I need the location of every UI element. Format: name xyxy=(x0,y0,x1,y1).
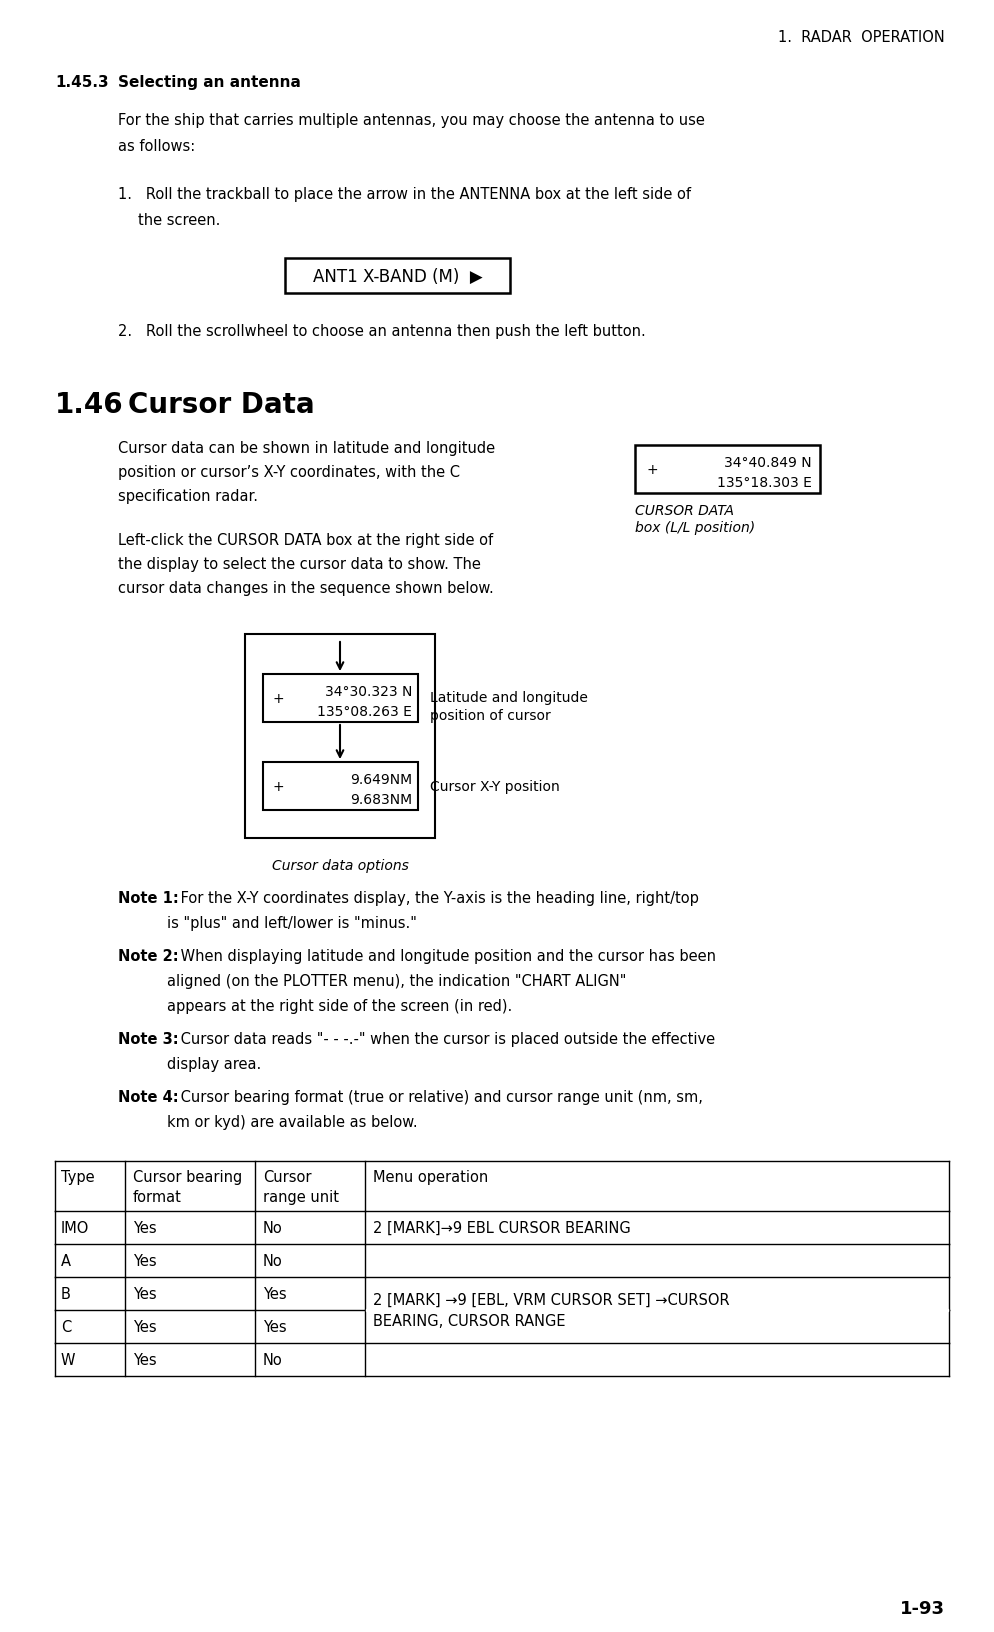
Text: Cursor data can be shown in latitude and longitude: Cursor data can be shown in latitude and… xyxy=(118,441,495,455)
Text: For the X-Y coordinates display, the Y-axis is the heading line, right/top: For the X-Y coordinates display, the Y-a… xyxy=(176,891,699,906)
Text: Cursor
range unit: Cursor range unit xyxy=(263,1169,339,1204)
Text: Cursor data options: Cursor data options xyxy=(271,858,409,873)
Text: 135°08.263 E: 135°08.263 E xyxy=(317,705,412,718)
Text: Yes: Yes xyxy=(133,1221,157,1235)
Text: +: + xyxy=(273,692,284,705)
Text: 1.  RADAR  OPERATION: 1. RADAR OPERATION xyxy=(778,29,945,46)
Text: When displaying latitude and longitude position and the cursor has been: When displaying latitude and longitude p… xyxy=(176,948,716,963)
Text: Cursor data reads "- - -.-" when the cursor is placed outside the effective: Cursor data reads "- - -.-" when the cur… xyxy=(176,1031,715,1046)
Text: Selecting an antenna: Selecting an antenna xyxy=(118,75,301,90)
Text: W: W xyxy=(61,1353,76,1368)
Text: Yes: Yes xyxy=(263,1319,286,1335)
Text: Note 2:: Note 2: xyxy=(118,948,179,963)
Text: specification radar.: specification radar. xyxy=(118,488,258,504)
Text: the screen.: the screen. xyxy=(138,212,221,228)
Text: as follows:: as follows: xyxy=(118,139,195,153)
Text: the display to select the cursor data to show. The: the display to select the cursor data to… xyxy=(118,557,481,571)
Text: aligned (on the PLOTTER menu), the indication "CHART ALIGN": aligned (on the PLOTTER menu), the indic… xyxy=(167,973,626,989)
Text: is "plus" and left/lower is "minus.": is "plus" and left/lower is "minus." xyxy=(167,916,416,930)
Text: Menu operation: Menu operation xyxy=(373,1169,488,1185)
Bar xyxy=(263,674,418,723)
Bar xyxy=(285,259,510,294)
Text: 1-93: 1-93 xyxy=(900,1599,945,1617)
Text: 9.683NM: 9.683NM xyxy=(350,793,412,806)
Text: 1.45.3: 1.45.3 xyxy=(55,75,108,90)
Text: CURSOR DATA: CURSOR DATA xyxy=(635,504,734,517)
Text: Yes: Yes xyxy=(133,1353,157,1368)
Text: Yes: Yes xyxy=(263,1286,286,1301)
Text: ANT1 X-BAND (M)  ▶: ANT1 X-BAND (M) ▶ xyxy=(313,268,482,286)
Text: Yes: Yes xyxy=(133,1253,157,1268)
Text: +: + xyxy=(647,463,659,477)
Bar xyxy=(635,446,820,494)
Text: No: No xyxy=(263,1221,282,1235)
Text: position of cursor: position of cursor xyxy=(430,708,551,723)
Text: IMO: IMO xyxy=(61,1221,89,1235)
Text: Left-click the CURSOR DATA box at the right side of: Left-click the CURSOR DATA box at the ri… xyxy=(118,532,493,548)
Text: 1.   Roll the trackball to place the arrow in the ANTENNA box at the left side o: 1. Roll the trackball to place the arrow… xyxy=(118,188,691,202)
Text: 9.649NM: 9.649NM xyxy=(350,772,412,787)
Text: position or cursor’s X-Y coordinates, with the C: position or cursor’s X-Y coordinates, wi… xyxy=(118,465,460,480)
Text: C: C xyxy=(61,1319,72,1335)
Text: km or kyd) are available as below.: km or kyd) are available as below. xyxy=(167,1115,417,1129)
Text: Cursor X-Y position: Cursor X-Y position xyxy=(430,780,560,793)
Text: Yes: Yes xyxy=(133,1286,157,1301)
Text: +: + xyxy=(273,780,284,793)
Text: Note 4:: Note 4: xyxy=(118,1089,179,1105)
Bar xyxy=(245,635,435,839)
Text: 1.46: 1.46 xyxy=(55,390,123,419)
Bar xyxy=(263,762,418,811)
Text: Yes: Yes xyxy=(133,1319,157,1335)
Text: B: B xyxy=(61,1286,71,1301)
Text: Type: Type xyxy=(61,1169,94,1185)
Text: For the ship that carries multiple antennas, you may choose the antenna to use: For the ship that carries multiple anten… xyxy=(118,113,705,127)
Text: No: No xyxy=(263,1253,282,1268)
Text: A: A xyxy=(61,1253,71,1268)
Text: 34°40.849 N: 34°40.849 N xyxy=(725,455,812,470)
Text: Note 3:: Note 3: xyxy=(118,1031,179,1046)
Text: box (L/L position): box (L/L position) xyxy=(635,521,755,535)
Text: display area.: display area. xyxy=(167,1056,261,1071)
Text: No: No xyxy=(263,1353,282,1368)
Text: Note 1:: Note 1: xyxy=(118,891,179,906)
Text: 135°18.303 E: 135°18.303 E xyxy=(717,475,812,490)
Text: 2 [MARK]→9 EBL CURSOR BEARING: 2 [MARK]→9 EBL CURSOR BEARING xyxy=(373,1221,631,1235)
Text: 2.   Roll the scrollwheel to choose an antenna then push the left button.: 2. Roll the scrollwheel to choose an ant… xyxy=(118,323,646,339)
Text: cursor data changes in the sequence shown below.: cursor data changes in the sequence show… xyxy=(118,581,494,596)
Text: appears at the right side of the screen (in red).: appears at the right side of the screen … xyxy=(167,999,512,1013)
Text: Cursor bearing
format: Cursor bearing format xyxy=(133,1169,243,1204)
Text: 34°30.323 N: 34°30.323 N xyxy=(325,684,412,698)
Text: Cursor bearing format (true or relative) and cursor range unit (nm, sm,: Cursor bearing format (true or relative)… xyxy=(176,1089,703,1105)
Text: Latitude and longitude: Latitude and longitude xyxy=(430,690,587,705)
Text: Cursor Data: Cursor Data xyxy=(128,390,315,419)
Text: 2 [MARK] →9 [EBL, VRM CURSOR SET] →CURSOR
BEARING, CURSOR RANGE: 2 [MARK] →9 [EBL, VRM CURSOR SET] →CURSO… xyxy=(373,1293,730,1328)
